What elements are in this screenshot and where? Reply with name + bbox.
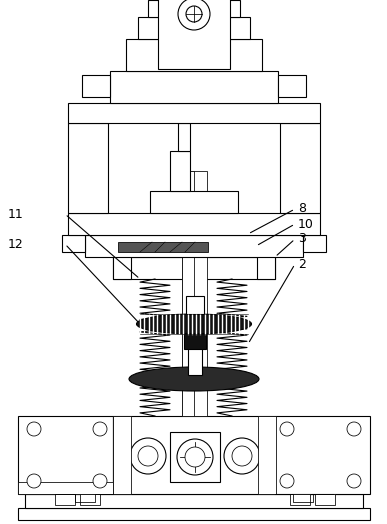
Bar (178, 123, 190, 151)
Circle shape (186, 6, 202, 22)
Bar (188, 345, 202, 375)
Bar (126, 39, 262, 71)
Bar (18, 416, 113, 494)
Bar (113, 416, 275, 494)
Circle shape (93, 474, 107, 488)
Text: 11: 11 (8, 208, 24, 221)
Bar (18, 508, 370, 520)
Bar (170, 151, 190, 191)
Bar (148, 0, 240, 17)
Bar (257, 219, 275, 279)
Bar (258, 416, 276, 494)
Circle shape (178, 0, 210, 30)
Bar (280, 123, 320, 213)
Circle shape (27, 474, 41, 488)
Bar (118, 242, 208, 252)
Circle shape (280, 474, 294, 488)
Bar (184, 333, 206, 349)
Text: 3: 3 (298, 233, 306, 246)
Bar (182, 171, 207, 416)
Bar (113, 257, 275, 279)
Bar (150, 191, 238, 213)
Bar (68, 213, 320, 235)
Bar (278, 75, 306, 97)
Bar (315, 494, 335, 505)
Circle shape (185, 447, 205, 467)
Bar (158, 0, 230, 69)
Bar (170, 432, 220, 482)
Circle shape (347, 422, 361, 436)
Bar (82, 75, 110, 97)
Circle shape (138, 446, 158, 466)
Text: 8: 8 (298, 202, 306, 215)
Text: 12: 12 (8, 237, 24, 250)
Bar (113, 219, 131, 279)
Circle shape (347, 474, 361, 488)
Bar (62, 235, 85, 252)
Text: 2: 2 (298, 257, 306, 270)
Circle shape (93, 422, 107, 436)
Bar (68, 103, 320, 123)
Bar (55, 494, 75, 505)
Bar (182, 171, 194, 416)
Bar (80, 494, 100, 505)
Bar (85, 235, 303, 257)
Bar (68, 123, 108, 213)
Circle shape (177, 439, 213, 475)
Bar (303, 235, 326, 252)
Bar (186, 296, 204, 314)
Bar (110, 71, 278, 103)
Bar (25, 494, 363, 508)
Circle shape (27, 422, 41, 436)
Bar (138, 17, 250, 39)
Ellipse shape (137, 314, 252, 334)
Bar (290, 494, 310, 505)
Bar (113, 416, 131, 494)
Circle shape (232, 446, 252, 466)
Bar (275, 416, 370, 494)
Bar (18, 482, 113, 494)
Ellipse shape (129, 367, 259, 391)
Circle shape (280, 422, 294, 436)
Circle shape (224, 438, 260, 474)
Circle shape (130, 438, 166, 474)
Text: 10: 10 (298, 217, 314, 231)
